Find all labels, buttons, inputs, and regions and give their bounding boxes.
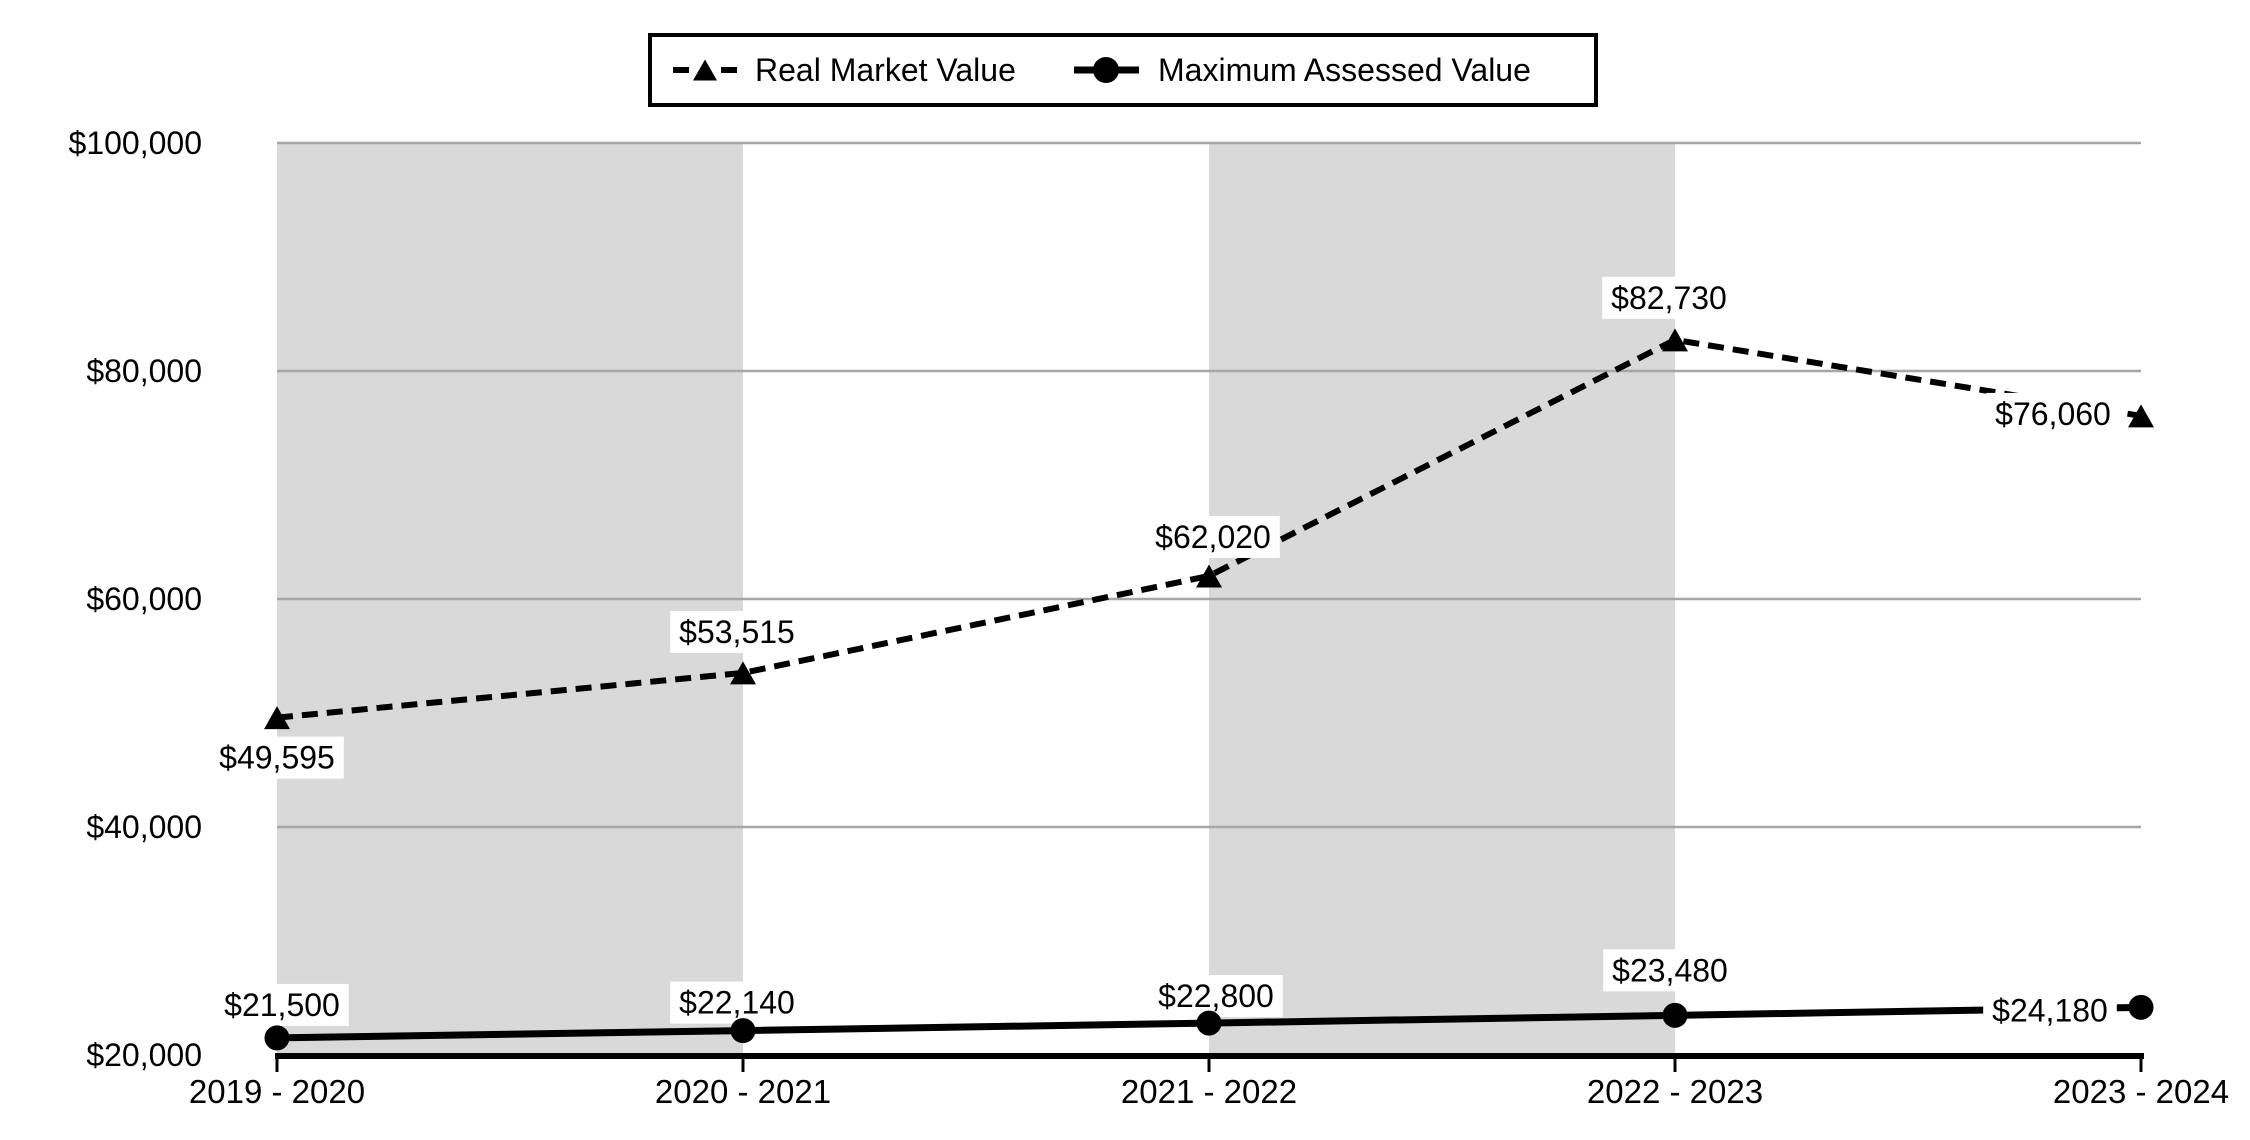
triangle-marker: [264, 706, 290, 730]
circle-marker: [264, 1025, 290, 1051]
x-tick-label: 2019 - 2020: [189, 1073, 365, 1110]
data-label: $21,500: [224, 987, 340, 1023]
circle-marker: [2128, 994, 2154, 1020]
circle-marker: [1196, 1010, 1222, 1036]
series-line-real-market-value: [276, 336, 2142, 721]
data-label-background: [210, 736, 344, 779]
x-axis-tick: [741, 1059, 745, 1072]
data-label: $23,480: [1612, 952, 1728, 988]
data-label: $53,515: [679, 614, 795, 650]
data-label: $82,730: [1611, 280, 1727, 316]
data-label: $49,595: [219, 740, 335, 776]
legend-triangle-marker: [693, 59, 717, 81]
circle-marker: [1662, 1002, 1688, 1028]
x-tick-label: 2020 - 2021: [655, 1073, 831, 1110]
data-label-background: [1149, 975, 1283, 1018]
x-axis-tick: [1673, 1059, 1677, 1072]
data-label: $22,800: [1158, 978, 1274, 1014]
data-label-background: [1602, 276, 1736, 319]
data-label-background: [670, 610, 804, 653]
circle-marker: [730, 1018, 756, 1044]
data-label: $24,180: [1992, 992, 2108, 1028]
triangle-marker: [2128, 404, 2154, 428]
legend-label-maximum-assessed-value: Maximum Assessed Value: [1158, 52, 1531, 88]
x-axis-tick: [275, 1059, 279, 1072]
triangle-marker: [1196, 564, 1222, 588]
triangle-marker: [730, 661, 756, 685]
y-tick-label: $80,000: [86, 353, 202, 389]
x-axis-line: [275, 1053, 2144, 1059]
legend-circle-marker: [1093, 57, 1119, 83]
x-axis-tick: [2139, 1059, 2143, 1072]
data-label-background: [215, 983, 349, 1026]
data-label: $76,060: [1995, 396, 2111, 432]
y-tick-label: $100,000: [69, 125, 202, 161]
triangle-marker: [1662, 328, 1688, 352]
data-label-background: [1983, 989, 2117, 1032]
data-label-background: [1603, 949, 1737, 992]
x-axis-tick: [1207, 1059, 1211, 1072]
legend-label-real-market-value: Real Market Value: [755, 52, 1016, 88]
y-tick-label: $60,000: [86, 581, 202, 617]
x-tick-label: 2021 - 2022: [1121, 1073, 1297, 1110]
y-tick-label: $20,000: [86, 1037, 202, 1073]
data-label-background: [1986, 392, 2120, 435]
data-label-background: [1146, 515, 1280, 558]
data-label: $22,140: [679, 985, 795, 1021]
data-label-background: [670, 981, 804, 1024]
x-tick-label: 2022 - 2023: [1587, 1073, 1763, 1110]
x-tick-label: 2023 - 2024: [2053, 1073, 2229, 1110]
data-label: $62,020: [1155, 519, 1271, 555]
y-tick-label: $40,000: [86, 809, 202, 845]
